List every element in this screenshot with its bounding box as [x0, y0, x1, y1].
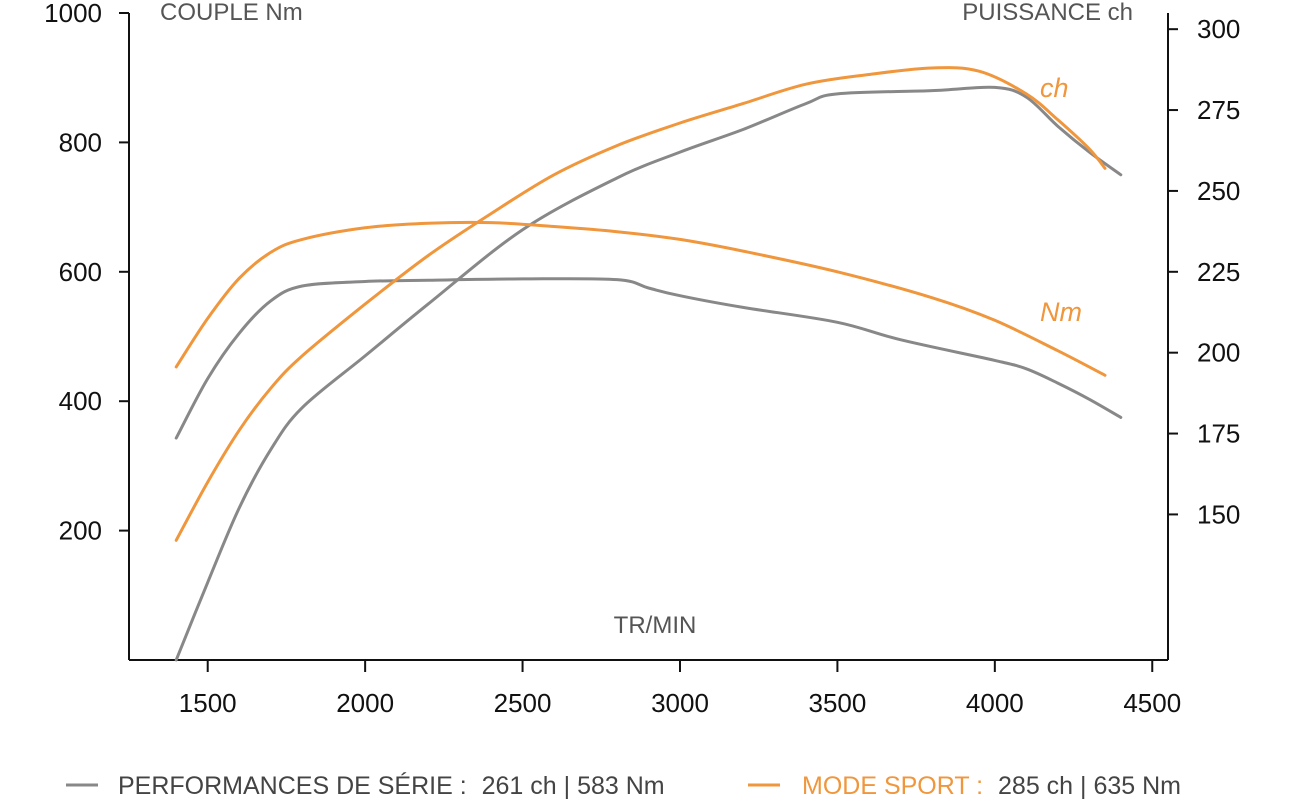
legend-label-sport: MODE SPORT : 285 ch | 635 Nm	[802, 772, 1181, 800]
y-left-tick-label: 1000	[44, 0, 102, 28]
x-tick-label: 2500	[494, 688, 552, 718]
legend: PERFORMANCES DE SÉRIE : 261 ch | 583 Nm …	[66, 771, 1181, 800]
y-right-axis-title: PUISSANCE ch	[962, 0, 1133, 26]
curve-sport-ch	[174, 66, 1107, 542]
curve-serie-ch	[174, 85, 1123, 662]
y-right-tick-label: 225	[1197, 257, 1240, 287]
y-right-tick-label: 175	[1197, 419, 1240, 449]
curve-sport-nm	[174, 220, 1107, 377]
y-left-tick-label: 800	[59, 127, 102, 157]
y-left-axis-title: COUPLE Nm	[160, 0, 303, 26]
x-tick-label: 4500	[1123, 688, 1181, 718]
y-right-tick-label: 150	[1197, 499, 1240, 529]
x-tick-label: 2000	[336, 688, 394, 718]
y-left-tick-label: 600	[59, 257, 102, 287]
curve-serie-nm	[174, 277, 1123, 440]
x-axis-title: TR/MIN	[614, 612, 697, 639]
legend-sport-name: MODE SPORT :	[802, 772, 983, 800]
y-right-tick-label: 250	[1197, 176, 1240, 206]
y-left-tick-label: 400	[59, 386, 102, 416]
x-tick-label: 4000	[966, 688, 1024, 718]
y-right-tick-label: 275	[1197, 95, 1240, 125]
x-tick-label: 1500	[179, 688, 237, 718]
curve-label-ch: ch	[1040, 73, 1069, 103]
x-tick-label: 3500	[808, 688, 866, 718]
legend-sport-values: 285 ch | 635 Nm	[998, 772, 1181, 800]
y-right-tick-label: 200	[1197, 338, 1240, 368]
curves	[174, 66, 1123, 662]
x-tick-label: 3000	[651, 688, 709, 718]
y-left-tick-label: 200	[59, 516, 102, 546]
curve-label-nm: Nm	[1040, 297, 1082, 327]
legend-label-serie: PERFORMANCES DE SÉRIE : 261 ch | 583 Nm	[118, 771, 665, 800]
axes: 200 400 600 800 1000 150 175 200 225 250 275 300 150…	[44, 0, 1240, 718]
y-right-tick-label: 300	[1197, 14, 1240, 44]
legend-serie-values: 261 ch | 583 Nm	[482, 772, 665, 800]
legend-serie-name: PERFORMANCES DE SÉRIE :	[118, 771, 467, 800]
